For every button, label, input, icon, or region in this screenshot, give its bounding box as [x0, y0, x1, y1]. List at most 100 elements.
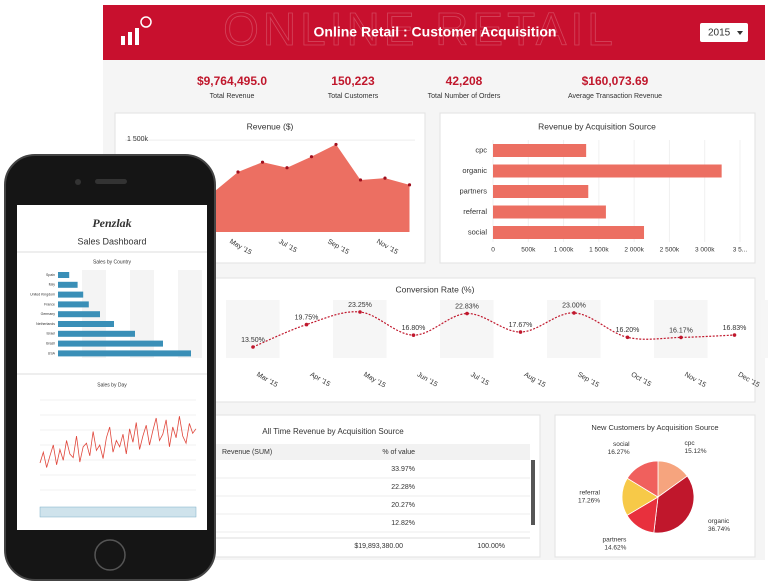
chart-title: Revenue ($): [247, 121, 294, 131]
line-point: [251, 345, 255, 349]
category-label: organic: [462, 166, 487, 175]
pie-value-label: 36.74%: [708, 526, 730, 533]
kpi-value: 42,208: [446, 74, 483, 88]
x-tick-label: 2 000k: [624, 247, 644, 254]
line-point: [518, 330, 523, 334]
value-label: 16.17%: [669, 327, 693, 334]
chart-title: New Customers by Acquisition Source: [591, 423, 718, 432]
category-label: social: [468, 227, 488, 236]
card: [439, 112, 756, 264]
category-label: partners: [459, 186, 487, 195]
phone-logo: Penzlak: [92, 216, 131, 230]
area-point: [358, 178, 363, 182]
chart-title: Conversion Rate (%): [396, 284, 475, 294]
pie-value-label: 17.26%: [578, 497, 600, 504]
area-point: [260, 160, 265, 164]
pie-label: partners: [603, 537, 628, 544]
pie-label: referral: [579, 489, 600, 496]
pie-label: organic: [708, 518, 730, 525]
table-footer: $19,893,380.00: [354, 543, 403, 550]
bar: [58, 350, 191, 357]
pie-label: social: [613, 441, 630, 448]
kpi-label: Average Transaction Revenue: [568, 93, 662, 100]
pie-slice: [653, 475, 695, 534]
line: [39, 416, 197, 468]
table-footer-bg: [210, 538, 530, 554]
table-footer: 100.00%: [477, 543, 505, 550]
phone-screen: [17, 205, 207, 530]
kpi-value: $160,073.69: [582, 74, 649, 88]
line-point: [625, 335, 630, 340]
chart-title: Sales by Day: [97, 382, 127, 388]
home-button[interactable]: [94, 539, 126, 571]
bar: [493, 205, 606, 219]
bar: [493, 144, 587, 157]
bar: [493, 164, 722, 178]
category-label: Netherlands: [36, 322, 55, 326]
value-label: 23.00%: [562, 303, 586, 310]
x-tick-label: 0: [491, 247, 495, 254]
bar: [58, 301, 89, 308]
area-point: [236, 170, 240, 174]
area-point: [309, 155, 314, 159]
bar: [58, 272, 70, 278]
scrollbar[interactable]: [531, 460, 535, 525]
card: [114, 277, 756, 403]
kpi-label: Total Number of Orders: [428, 93, 501, 100]
line-point: [358, 310, 362, 314]
value-label: 16.80%: [402, 325, 426, 332]
x-tick-label: 1 500k: [589, 247, 609, 254]
kpi-label: Total Revenue: [210, 93, 255, 100]
card: [204, 414, 541, 558]
phone-speaker: [95, 179, 127, 184]
column-header: Revenue (SUM): [222, 449, 272, 456]
grid-band: [654, 300, 708, 358]
line-point: [465, 311, 469, 316]
value-label: 22.83%: [455, 303, 479, 310]
line-point: [572, 311, 576, 315]
table-cell: 20.27%: [391, 502, 415, 509]
bar: [493, 185, 589, 198]
grid-band: [333, 300, 387, 358]
bar: [58, 291, 84, 298]
category-label: Italy: [49, 283, 56, 287]
pie-value-label: 16.27%: [608, 449, 630, 456]
table-cell: 22.28%: [391, 484, 415, 491]
line-point: [411, 333, 416, 337]
grid-band: [226, 300, 280, 358]
kpi-value: $9,764,495.0: [197, 74, 267, 88]
chart-title: Revenue by Acquisition Source: [538, 121, 656, 131]
dropdown-arrow: [737, 31, 743, 35]
category-label: Germany: [41, 312, 56, 316]
bar: [58, 311, 100, 318]
area-point: [334, 142, 338, 147]
area-point: [383, 176, 387, 180]
grid-band: [547, 300, 601, 358]
line-point: [732, 333, 737, 337]
value-label: 16.20%: [616, 327, 640, 334]
x-tick-label: 3 000k: [695, 247, 715, 254]
range-slider[interactable]: [39, 506, 197, 518]
grid-band: [178, 270, 202, 358]
value-label: 16.83%: [723, 325, 747, 332]
year-dropdown[interactable]: [700, 23, 748, 42]
x-tick-label: 2 500k: [660, 247, 680, 254]
header-icon: [121, 16, 152, 45]
area-point: [285, 166, 289, 170]
table-cell: 33.97%: [391, 466, 415, 473]
area-point: [407, 183, 412, 187]
x-tick-label: 500k: [521, 247, 536, 254]
value-label: 19.75%: [295, 314, 319, 321]
chart-title: Sales by Country: [93, 259, 132, 265]
category-label: referral: [463, 207, 487, 216]
pie-slice: [626, 460, 659, 498]
grid-band: [761, 300, 768, 358]
category-label: United Kingdom: [30, 293, 55, 297]
category-label: Brazil: [46, 342, 55, 346]
value-label: 17.67%: [509, 322, 533, 329]
phone-title: Sales Dashboard: [77, 236, 146, 246]
value-label: 23.25%: [348, 302, 372, 309]
phone-camera: [75, 179, 81, 185]
pie-label: cpc: [685, 440, 696, 447]
